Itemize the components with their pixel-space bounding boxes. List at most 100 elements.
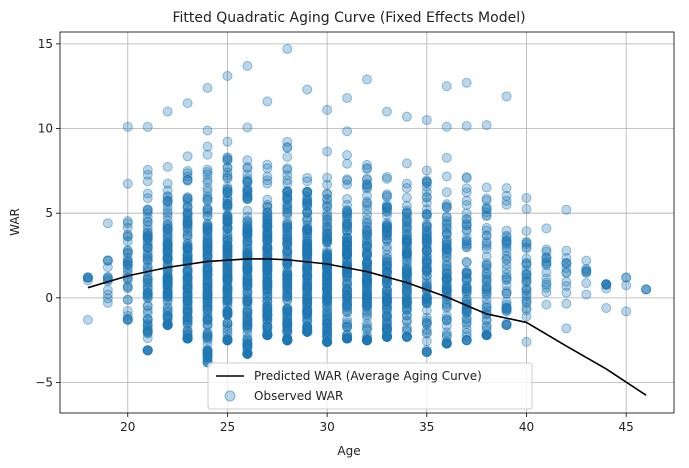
observed-point	[282, 246, 293, 257]
observed-point	[182, 292, 193, 303]
observed-point	[222, 188, 233, 199]
observed-point	[262, 271, 273, 282]
observed-point	[182, 311, 193, 322]
observed-point	[362, 335, 372, 346]
observed-point	[342, 232, 353, 243]
observed-point	[362, 235, 372, 246]
observed-point	[322, 326, 333, 337]
observed-point	[142, 328, 153, 339]
observed-point	[381, 301, 392, 312]
observed-point	[362, 162, 372, 173]
x-tick-label: 30	[319, 420, 334, 434]
observed-point	[142, 216, 153, 227]
observed-point	[182, 333, 193, 344]
observed-point	[242, 348, 253, 359]
observed-point	[202, 231, 213, 242]
observed-point	[262, 301, 273, 312]
observed-point	[381, 278, 392, 289]
observed-point	[182, 196, 193, 207]
observed-point	[242, 244, 253, 255]
observed-point	[362, 335, 372, 346]
observed-point	[282, 335, 293, 346]
observed-point	[322, 327, 333, 338]
observed-point	[362, 163, 372, 174]
observed-point	[441, 171, 452, 182]
observed-point	[262, 322, 273, 333]
observed-point	[441, 268, 452, 279]
observed-point	[82, 272, 93, 283]
observed-point	[182, 220, 193, 231]
observed-point	[162, 252, 173, 263]
observed-point	[202, 265, 213, 276]
observed-point	[381, 261, 392, 272]
observed-point	[242, 220, 253, 231]
observed-point	[362, 240, 372, 251]
observed-point	[481, 182, 492, 193]
observed-point	[162, 319, 173, 330]
observed-point	[342, 302, 353, 313]
observed-point	[362, 226, 372, 237]
observed-point	[282, 233, 293, 244]
observed-point	[342, 299, 353, 310]
observed-point	[481, 260, 492, 271]
observed-point	[222, 309, 233, 320]
observed-point	[222, 326, 233, 337]
observed-point	[262, 330, 273, 341]
observed-point	[302, 316, 313, 327]
observed-point	[302, 176, 313, 187]
observed-point	[142, 281, 153, 292]
observed-point	[262, 301, 273, 312]
observed-point	[262, 330, 273, 341]
observed-point	[302, 321, 313, 332]
observed-point	[182, 232, 193, 243]
observed-point	[242, 277, 253, 288]
observed-point	[262, 221, 273, 232]
observed-point	[342, 247, 353, 258]
observed-point	[342, 175, 353, 186]
observed-point	[222, 184, 233, 195]
observed-point	[601, 303, 612, 314]
observed-point	[242, 295, 253, 306]
observed-point	[202, 204, 213, 215]
observed-point	[282, 314, 293, 325]
observed-point	[142, 208, 153, 219]
observed-point	[362, 285, 372, 296]
observed-point	[381, 277, 392, 288]
observed-point	[262, 261, 273, 272]
observed-point	[302, 280, 313, 291]
observed-point	[362, 296, 372, 307]
observed-point	[162, 274, 173, 285]
observed-point	[222, 154, 233, 165]
observed-point	[342, 321, 353, 332]
observed-point	[142, 233, 153, 244]
observed-point	[202, 191, 213, 202]
observed-point	[362, 280, 372, 291]
observed-point	[302, 277, 313, 288]
observed-point	[381, 323, 392, 334]
observed-point	[302, 244, 313, 255]
observed-point	[302, 285, 313, 296]
observed-point	[421, 292, 432, 303]
observed-point	[262, 305, 273, 316]
observed-point	[182, 330, 193, 341]
observed-point	[142, 255, 153, 266]
observed-point	[182, 279, 193, 290]
observed-point	[162, 195, 173, 206]
observed-point	[282, 191, 293, 202]
observed-point	[222, 335, 233, 346]
observed-point	[142, 278, 153, 289]
y-tick-label: −5	[35, 376, 53, 390]
observed-point	[381, 241, 392, 252]
observed-point	[322, 224, 333, 235]
observed-point	[182, 332, 193, 343]
observed-point	[202, 250, 213, 261]
observed-point	[202, 290, 213, 301]
observed-point	[182, 273, 193, 284]
observed-point	[362, 247, 372, 258]
observed-point	[242, 333, 253, 344]
observed-point	[122, 222, 133, 233]
observed-point	[322, 211, 333, 222]
observed-point	[202, 304, 213, 315]
observed-point	[182, 333, 193, 344]
observed-point	[282, 308, 293, 319]
